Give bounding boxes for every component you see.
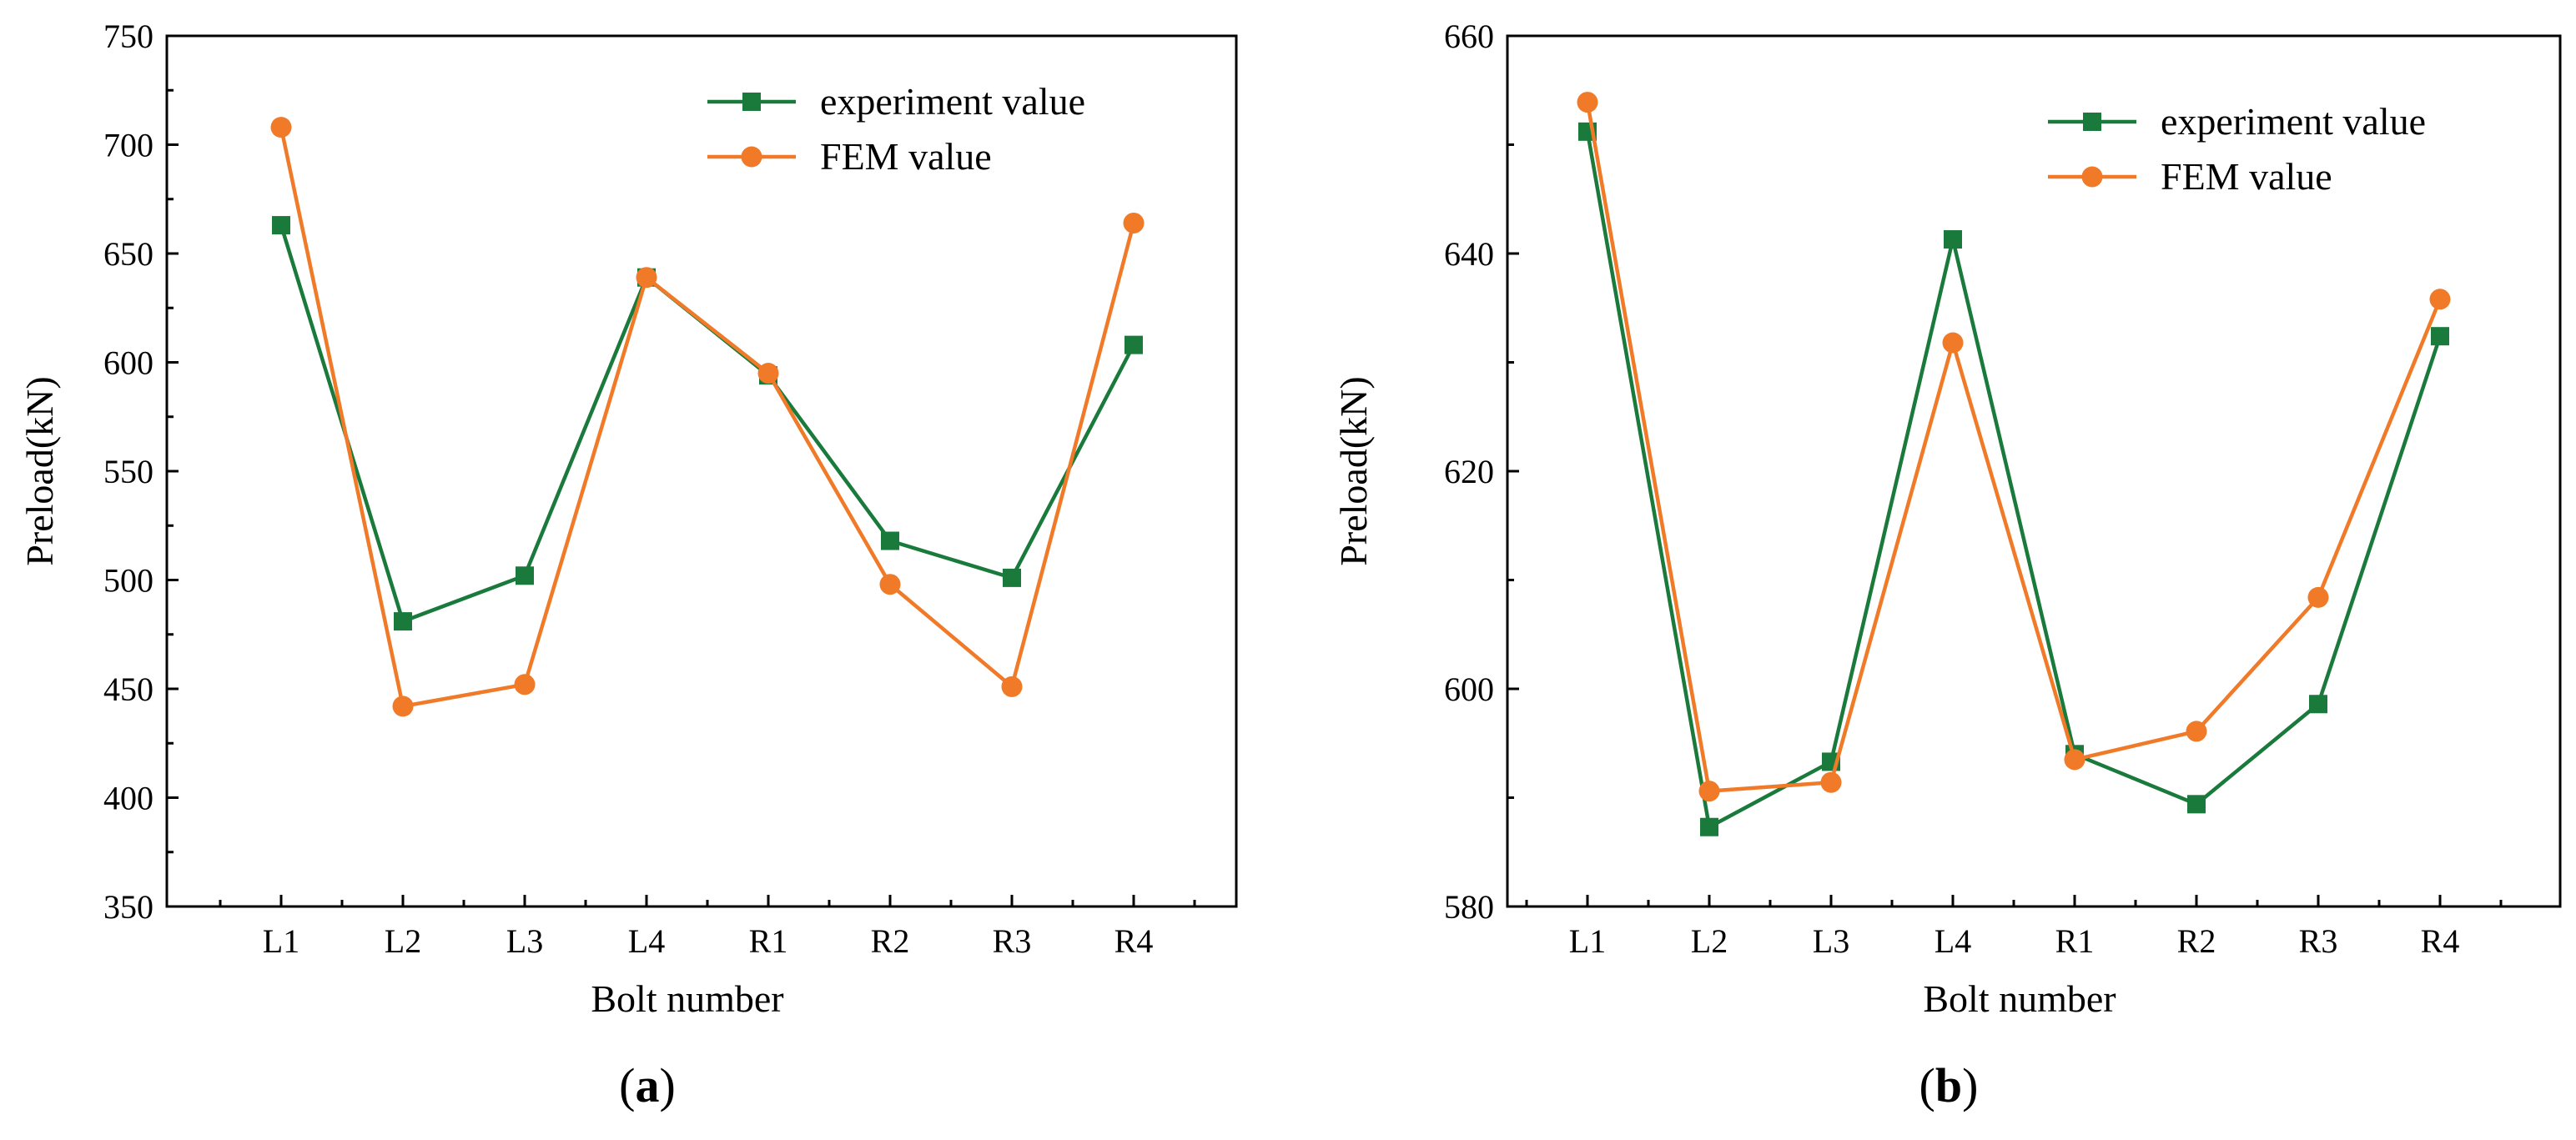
series-line-experiment <box>1585 131 2443 829</box>
data-point-fem <box>636 267 657 289</box>
x-tick-label: L2 <box>1691 922 1728 960</box>
panel-caption-a: (a) <box>619 1058 676 1112</box>
legend-marker-fem <box>741 146 762 168</box>
y-tick-label: 350 <box>103 888 153 926</box>
data-point-fem <box>1001 675 1023 697</box>
panel-label-b: b <box>1935 1058 1963 1112</box>
data-point-experiment <box>1700 817 1718 836</box>
data-point-fem <box>879 574 901 595</box>
y-tick-label: 750 <box>103 18 153 55</box>
y-axis-label: Preload(kN) <box>18 376 61 565</box>
data-point-fem <box>1820 771 1842 793</box>
data-point-fem <box>2429 289 2451 310</box>
plot-frame <box>1506 34 2562 908</box>
data-point-fem <box>514 674 536 696</box>
y-tick-label: 600 <box>1444 670 1494 708</box>
data-point-experiment <box>2431 327 2449 346</box>
y-tick-label: 400 <box>103 780 153 817</box>
x-tick-label: L4 <box>628 922 665 960</box>
x-tick-label: R3 <box>2299 922 2338 960</box>
data-point-fem <box>1698 781 1720 802</box>
data-point-experiment <box>272 216 290 235</box>
data-point-experiment <box>516 566 534 585</box>
x-tick-label: L3 <box>506 922 543 960</box>
data-point-fem <box>2186 721 2207 742</box>
y-tick-label: 550 <box>103 453 153 490</box>
legend-label: experiment value <box>820 80 1085 123</box>
y-tick-label: 660 <box>1444 18 1494 55</box>
y-tick-label: 620 <box>1444 453 1494 490</box>
panel-label-a: a <box>635 1058 660 1112</box>
legend-marker-experiment <box>2083 113 2101 131</box>
x-tick-label: R1 <box>749 922 788 960</box>
x-axis-label: Bolt number <box>1923 977 2116 1020</box>
x-axis-label: Bolt number <box>591 977 783 1020</box>
data-point-experiment <box>1944 230 1962 249</box>
x-tick-label: L2 <box>385 922 421 960</box>
data-point-fem <box>392 696 414 717</box>
chart-a: 350 400 450 500 550 600 650 700 750 L1 L2 L3 L4 R1 R2 R… <box>18 18 1238 1020</box>
y-tick-label: 500 <box>103 562 153 600</box>
data-point-fem <box>1123 212 1145 234</box>
plot-frame <box>165 34 1238 908</box>
legend-label: FEM value <box>2161 155 2332 198</box>
y-tick-label: 600 <box>103 344 153 382</box>
legend-marker-fem <box>2081 166 2103 188</box>
data-point-experiment <box>1003 568 1021 587</box>
data-point-experiment <box>394 612 412 631</box>
x-tick-label: R2 <box>871 922 910 960</box>
x-tick-label: R2 <box>2177 922 2216 960</box>
legend-marker-experiment <box>742 93 761 111</box>
panel-caption-b: (b) <box>1919 1058 1979 1112</box>
y-axis-label: Preload(kN) <box>1332 376 1375 565</box>
data-point-fem <box>2307 586 2329 608</box>
y-tick-label: 450 <box>103 670 153 708</box>
legend-label: experiment value <box>2161 100 2426 143</box>
x-tick-label: R3 <box>993 922 1032 960</box>
chart-panel-a: 350 400 450 500 550 600 650 700 750 L1 L2 L3 L4 R1 R2 R… <box>18 18 1238 1112</box>
chart-panel-b: 580 600 620 640 660 L1 L2 L3 L4 R1 R2 R3 R4 Bolt numb… <box>1288 0 2576 1140</box>
data-point-fem <box>757 363 779 384</box>
data-point-experiment <box>2309 695 2327 714</box>
series-line-experiment <box>279 224 1135 624</box>
series-line-fem <box>279 127 1136 709</box>
x-tick-label: R1 <box>2055 922 2095 960</box>
x-tick-label: L3 <box>1813 922 1849 960</box>
chart-b: 580 600 620 640 660 L1 L2 L3 L4 R1 R2 R3 R4 Bolt numb… <box>1332 18 2562 1020</box>
x-tick-label: R4 <box>1114 922 1154 960</box>
x-tick-label: L1 <box>1569 922 1606 960</box>
y-tick-label: 580 <box>1444 888 1494 926</box>
y-tick-label: 700 <box>103 127 153 164</box>
x-tick-label: L4 <box>1935 922 1971 960</box>
series-line-fem <box>1585 102 2443 793</box>
data-point-fem <box>2064 749 2085 771</box>
x-tick-label: R4 <box>2421 922 2460 960</box>
data-point-fem <box>270 117 292 138</box>
data-point-fem <box>1942 332 1964 354</box>
data-point-fem <box>1577 92 1598 113</box>
y-tick-label: 650 <box>103 235 153 273</box>
data-point-experiment <box>1124 335 1143 354</box>
data-point-experiment <box>2187 795 2206 814</box>
data-point-experiment <box>881 531 899 550</box>
y-tick-label: 640 <box>1444 235 1494 273</box>
x-tick-label: L1 <box>263 922 299 960</box>
legend-label: FEM value <box>820 135 992 178</box>
